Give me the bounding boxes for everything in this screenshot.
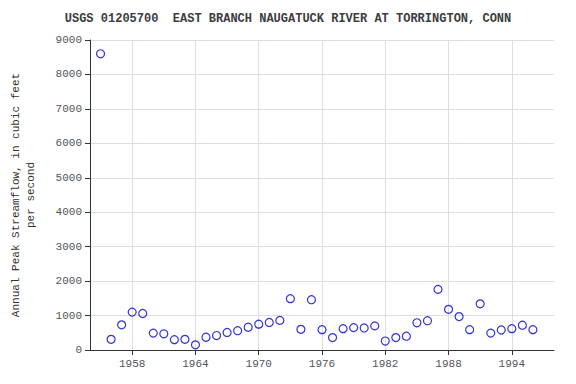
svg-text:1982: 1982 (372, 358, 398, 370)
svg-text:1970: 1970 (246, 358, 272, 370)
svg-text:1958: 1958 (119, 358, 145, 370)
svg-text:7000: 7000 (56, 103, 82, 115)
svg-text:1994: 1994 (499, 358, 526, 370)
svg-text:1976: 1976 (309, 358, 335, 370)
svg-text:Annual Peak Streamflow, in cub: Annual Peak Streamflow, in cubic feet (10, 73, 22, 317)
svg-text:0: 0 (75, 344, 82, 356)
svg-text:1964: 1964 (182, 358, 209, 370)
svg-text:per second: per second (25, 162, 37, 228)
svg-text:1000: 1000 (56, 310, 82, 322)
svg-text:5000: 5000 (56, 172, 82, 184)
svg-text:8000: 8000 (56, 68, 82, 80)
svg-text:4000: 4000 (56, 206, 82, 218)
svg-text:2000: 2000 (56, 275, 82, 287)
svg-text:9000: 9000 (56, 34, 82, 46)
svg-text:6000: 6000 (56, 137, 82, 149)
svg-text:3000: 3000 (56, 241, 82, 253)
svg-text:1988: 1988 (435, 358, 461, 370)
svg-text:USGS 01205700 EAST BRANCH NAU: USGS 01205700 EAST BRANCH NAUGATUCK RIVE… (65, 12, 511, 26)
